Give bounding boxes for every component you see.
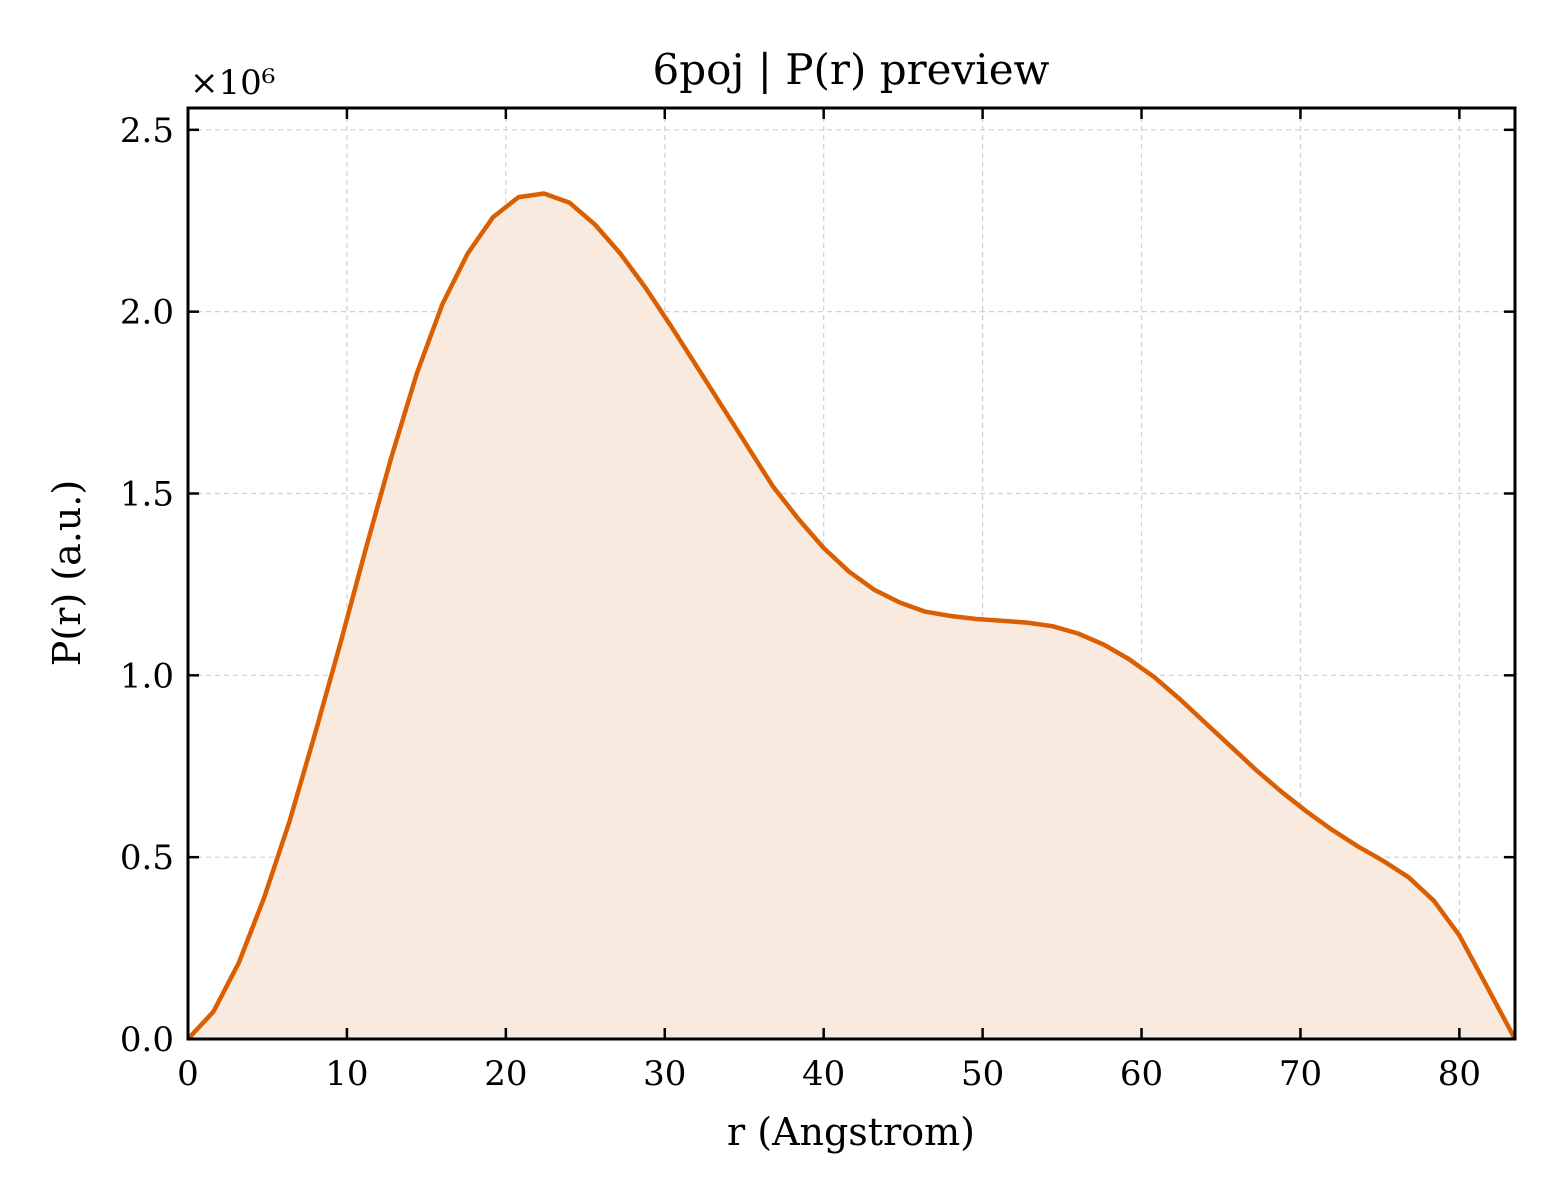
- x-tick-label: 80: [1438, 1054, 1481, 1094]
- plot-frame: [186, 106, 1517, 1041]
- x-tick-label: 20: [484, 1054, 527, 1094]
- axis-tick-labels: 0 10 20 30 40 50 60 70 80 0.0 0.5 1.0 1.5 2.0 2.5: [120, 111, 1481, 1094]
- x-tick-label: 40: [802, 1054, 845, 1094]
- x-tick-label: 30: [643, 1054, 686, 1094]
- series-area-fill: [188, 193, 1515, 1039]
- y-tick-label: 0.5: [120, 838, 174, 878]
- x-axis-label: r (Angstrom): [727, 1110, 975, 1154]
- x-tick-label: 60: [1120, 1054, 1163, 1094]
- x-tick-label: 0: [177, 1054, 199, 1094]
- y-axis-label: P(r) (a.u.): [45, 480, 89, 666]
- x-tick-label: 10: [325, 1054, 368, 1094]
- y-tick-label: 1.0: [120, 656, 174, 696]
- chart-title: 6poj | P(r) preview: [652, 45, 1049, 94]
- y-tick-label: 0.0: [120, 1020, 174, 1060]
- axis-ticks: [186, 108, 1515, 1041]
- y-tick-label: 2.0: [120, 293, 174, 333]
- y-tick-label: 2.5: [120, 111, 174, 151]
- y-tick-label: 1.5: [120, 474, 174, 514]
- x-tick-label: 70: [1279, 1054, 1322, 1094]
- x-tick-label: 50: [961, 1054, 1004, 1094]
- y-offset-label: ×10⁶: [190, 63, 275, 103]
- series-line: [186, 191, 1517, 1041]
